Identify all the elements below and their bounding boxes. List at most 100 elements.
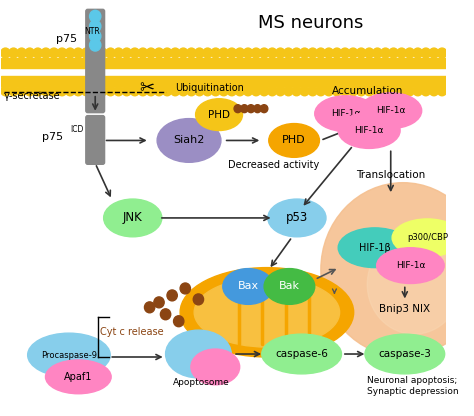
Circle shape [234, 105, 242, 113]
Circle shape [1, 48, 10, 58]
Circle shape [17, 86, 26, 96]
Text: Accumulation: Accumulation [332, 86, 403, 96]
Circle shape [160, 309, 171, 320]
Circle shape [145, 302, 155, 313]
Circle shape [381, 86, 390, 96]
Circle shape [138, 86, 147, 96]
Circle shape [180, 283, 191, 294]
Circle shape [146, 48, 155, 58]
Text: Decreased activity: Decreased activity [228, 160, 319, 170]
Text: Neuronal apoptosis;
Synaptic depression: Neuronal apoptosis; Synaptic depression [367, 376, 459, 396]
Text: p300/CBP: p300/CBP [407, 233, 448, 242]
Circle shape [267, 86, 277, 96]
Text: Bax: Bax [237, 282, 259, 292]
Circle shape [365, 86, 374, 96]
Circle shape [73, 86, 83, 96]
Circle shape [324, 48, 334, 58]
Ellipse shape [367, 235, 461, 334]
Text: γ-secretase: γ-secretase [4, 91, 61, 101]
Circle shape [405, 48, 414, 58]
Ellipse shape [269, 124, 319, 157]
Circle shape [203, 86, 212, 96]
Circle shape [90, 10, 101, 22]
Ellipse shape [264, 269, 315, 305]
Circle shape [421, 48, 430, 58]
Circle shape [429, 48, 438, 58]
FancyBboxPatch shape [86, 9, 105, 113]
Circle shape [138, 48, 147, 58]
Circle shape [389, 86, 398, 96]
Circle shape [114, 86, 123, 96]
Circle shape [49, 86, 59, 96]
Text: Cyt c release: Cyt c release [100, 327, 164, 337]
Circle shape [195, 86, 204, 96]
Circle shape [25, 86, 35, 96]
Circle shape [146, 86, 155, 96]
Ellipse shape [268, 199, 326, 237]
Circle shape [356, 86, 366, 96]
Ellipse shape [321, 183, 474, 357]
Text: p53: p53 [286, 211, 308, 225]
Circle shape [260, 105, 268, 113]
Text: MS neurons: MS neurons [258, 14, 364, 32]
Bar [1, 76, 446, 86]
Circle shape [179, 48, 188, 58]
Text: ICD: ICD [70, 125, 83, 134]
Circle shape [332, 48, 342, 58]
Circle shape [348, 48, 358, 58]
Text: p75: p75 [56, 34, 78, 44]
Circle shape [251, 86, 261, 96]
FancyBboxPatch shape [86, 116, 105, 164]
Circle shape [397, 48, 406, 58]
Circle shape [243, 48, 253, 58]
Ellipse shape [262, 334, 341, 374]
Circle shape [227, 86, 237, 96]
Text: Translocation: Translocation [356, 170, 425, 180]
Circle shape [65, 48, 75, 58]
Circle shape [235, 86, 245, 96]
Text: p75: p75 [43, 132, 64, 142]
Circle shape [98, 48, 107, 58]
Text: HIF-1α: HIF-1α [355, 126, 384, 135]
Ellipse shape [223, 269, 273, 305]
Circle shape [247, 105, 255, 113]
Ellipse shape [46, 360, 111, 394]
Circle shape [25, 48, 35, 58]
Circle shape [187, 86, 196, 96]
Circle shape [324, 86, 334, 96]
Circle shape [316, 48, 326, 58]
Text: Apoptosome: Apoptosome [173, 378, 229, 387]
Circle shape [33, 86, 43, 96]
Circle shape [130, 86, 139, 96]
Text: ✂: ✂ [139, 79, 155, 97]
Ellipse shape [27, 333, 110, 377]
Ellipse shape [360, 93, 422, 129]
Circle shape [122, 48, 131, 58]
Circle shape [41, 48, 51, 58]
Ellipse shape [315, 96, 377, 131]
Ellipse shape [104, 199, 162, 237]
Circle shape [106, 48, 115, 58]
Text: HIF-1α: HIF-1α [331, 109, 360, 118]
Text: NTR: NTR [84, 27, 100, 36]
Text: caspase-3: caspase-3 [378, 349, 431, 359]
Text: PHD: PHD [283, 136, 306, 146]
Circle shape [179, 86, 188, 96]
Text: HIF-1α: HIF-1α [396, 261, 425, 270]
Text: Procaspase-9: Procaspase-9 [41, 351, 97, 359]
Circle shape [49, 48, 59, 58]
Circle shape [187, 48, 196, 58]
Circle shape [413, 48, 422, 58]
Circle shape [219, 86, 228, 96]
Circle shape [163, 86, 172, 96]
Circle shape [308, 48, 318, 58]
Circle shape [259, 86, 269, 96]
Circle shape [90, 39, 101, 51]
Circle shape [106, 86, 115, 96]
Circle shape [1, 86, 10, 96]
Text: HIF-1β: HIF-1β [359, 243, 391, 253]
Circle shape [348, 86, 358, 96]
Circle shape [33, 48, 43, 58]
Circle shape [438, 86, 447, 96]
Circle shape [41, 86, 51, 96]
